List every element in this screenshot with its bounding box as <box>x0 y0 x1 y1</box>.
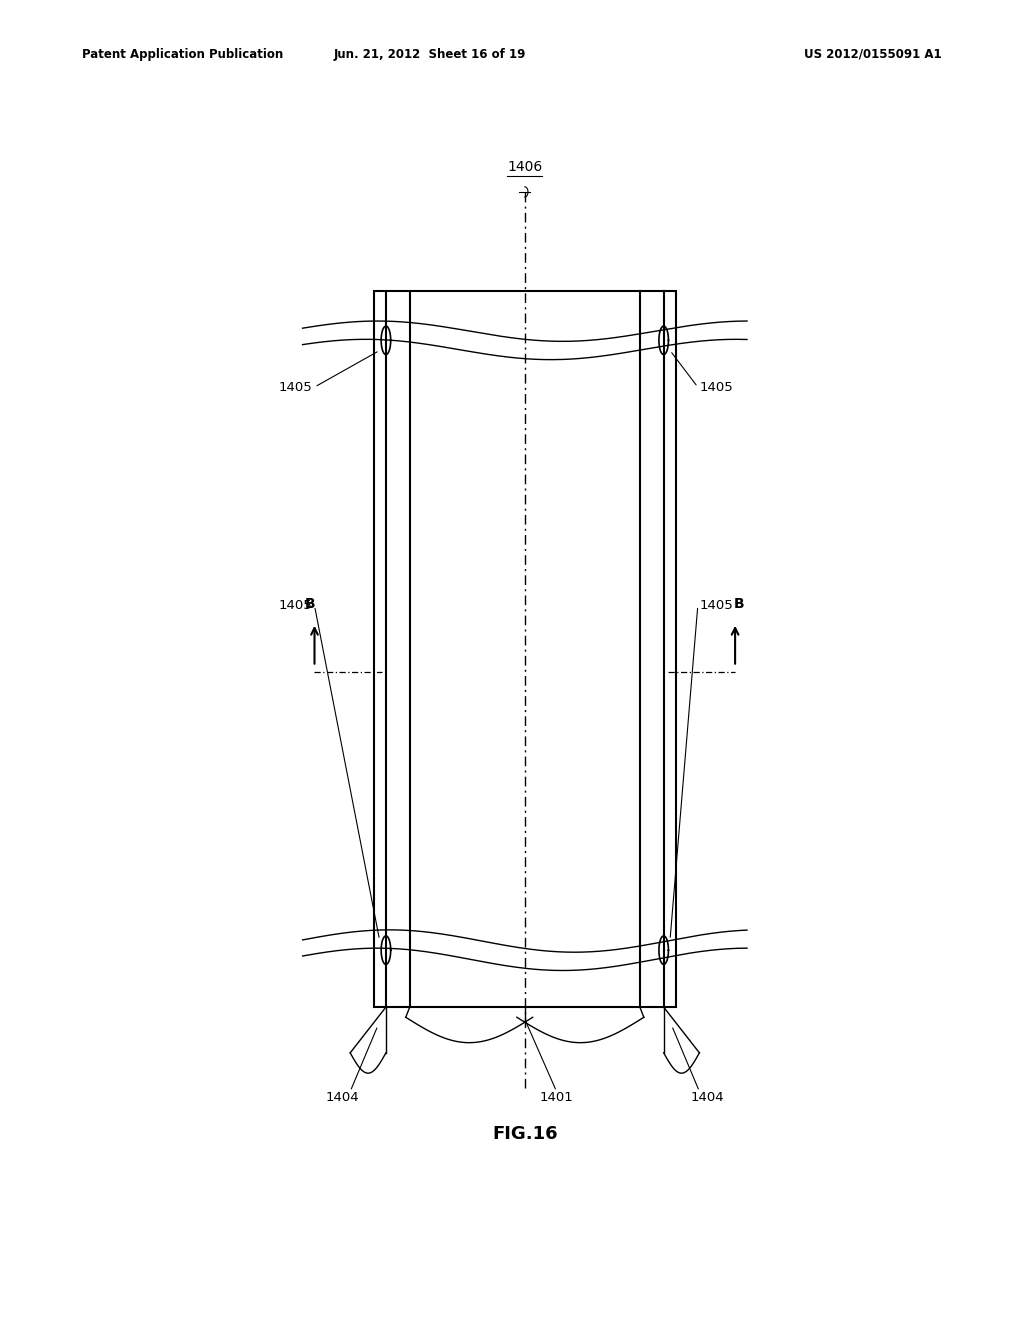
Text: 1405: 1405 <box>699 599 733 612</box>
Text: 1404: 1404 <box>690 1092 724 1105</box>
Text: US 2012/0155091 A1: US 2012/0155091 A1 <box>805 48 942 61</box>
Text: 1404: 1404 <box>326 1092 359 1105</box>
Text: Patent Application Publication: Patent Application Publication <box>82 48 284 61</box>
Text: 1405: 1405 <box>279 599 312 612</box>
Text: B: B <box>305 597 315 611</box>
Bar <box>374 290 676 1007</box>
Text: Jun. 21, 2012  Sheet 16 of 19: Jun. 21, 2012 Sheet 16 of 19 <box>334 48 526 61</box>
Text: FIG.16: FIG.16 <box>492 1125 558 1143</box>
Text: 1405: 1405 <box>279 380 312 393</box>
Text: 1401: 1401 <box>540 1092 573 1105</box>
Text: 1406: 1406 <box>507 160 543 174</box>
Text: B: B <box>734 597 744 611</box>
Text: 1405: 1405 <box>699 380 733 393</box>
